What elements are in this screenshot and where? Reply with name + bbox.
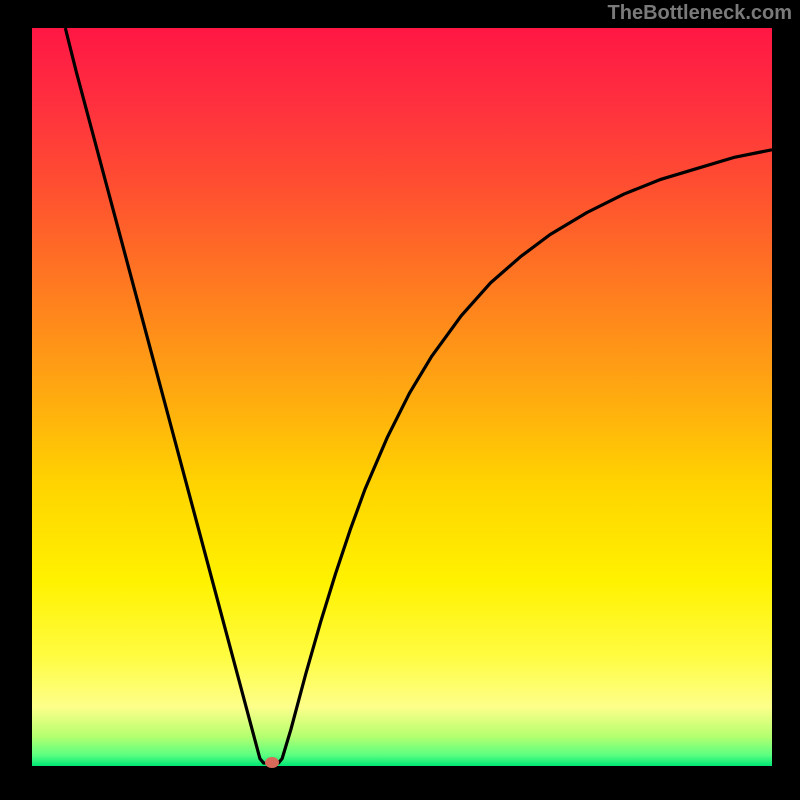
chart-container: TheBottleneck.com [0, 0, 800, 800]
plot-area [32, 28, 772, 766]
watermark-text: TheBottleneck.com [608, 2, 792, 25]
optimal-point-marker [265, 757, 279, 768]
bottleneck-curve [32, 28, 772, 766]
